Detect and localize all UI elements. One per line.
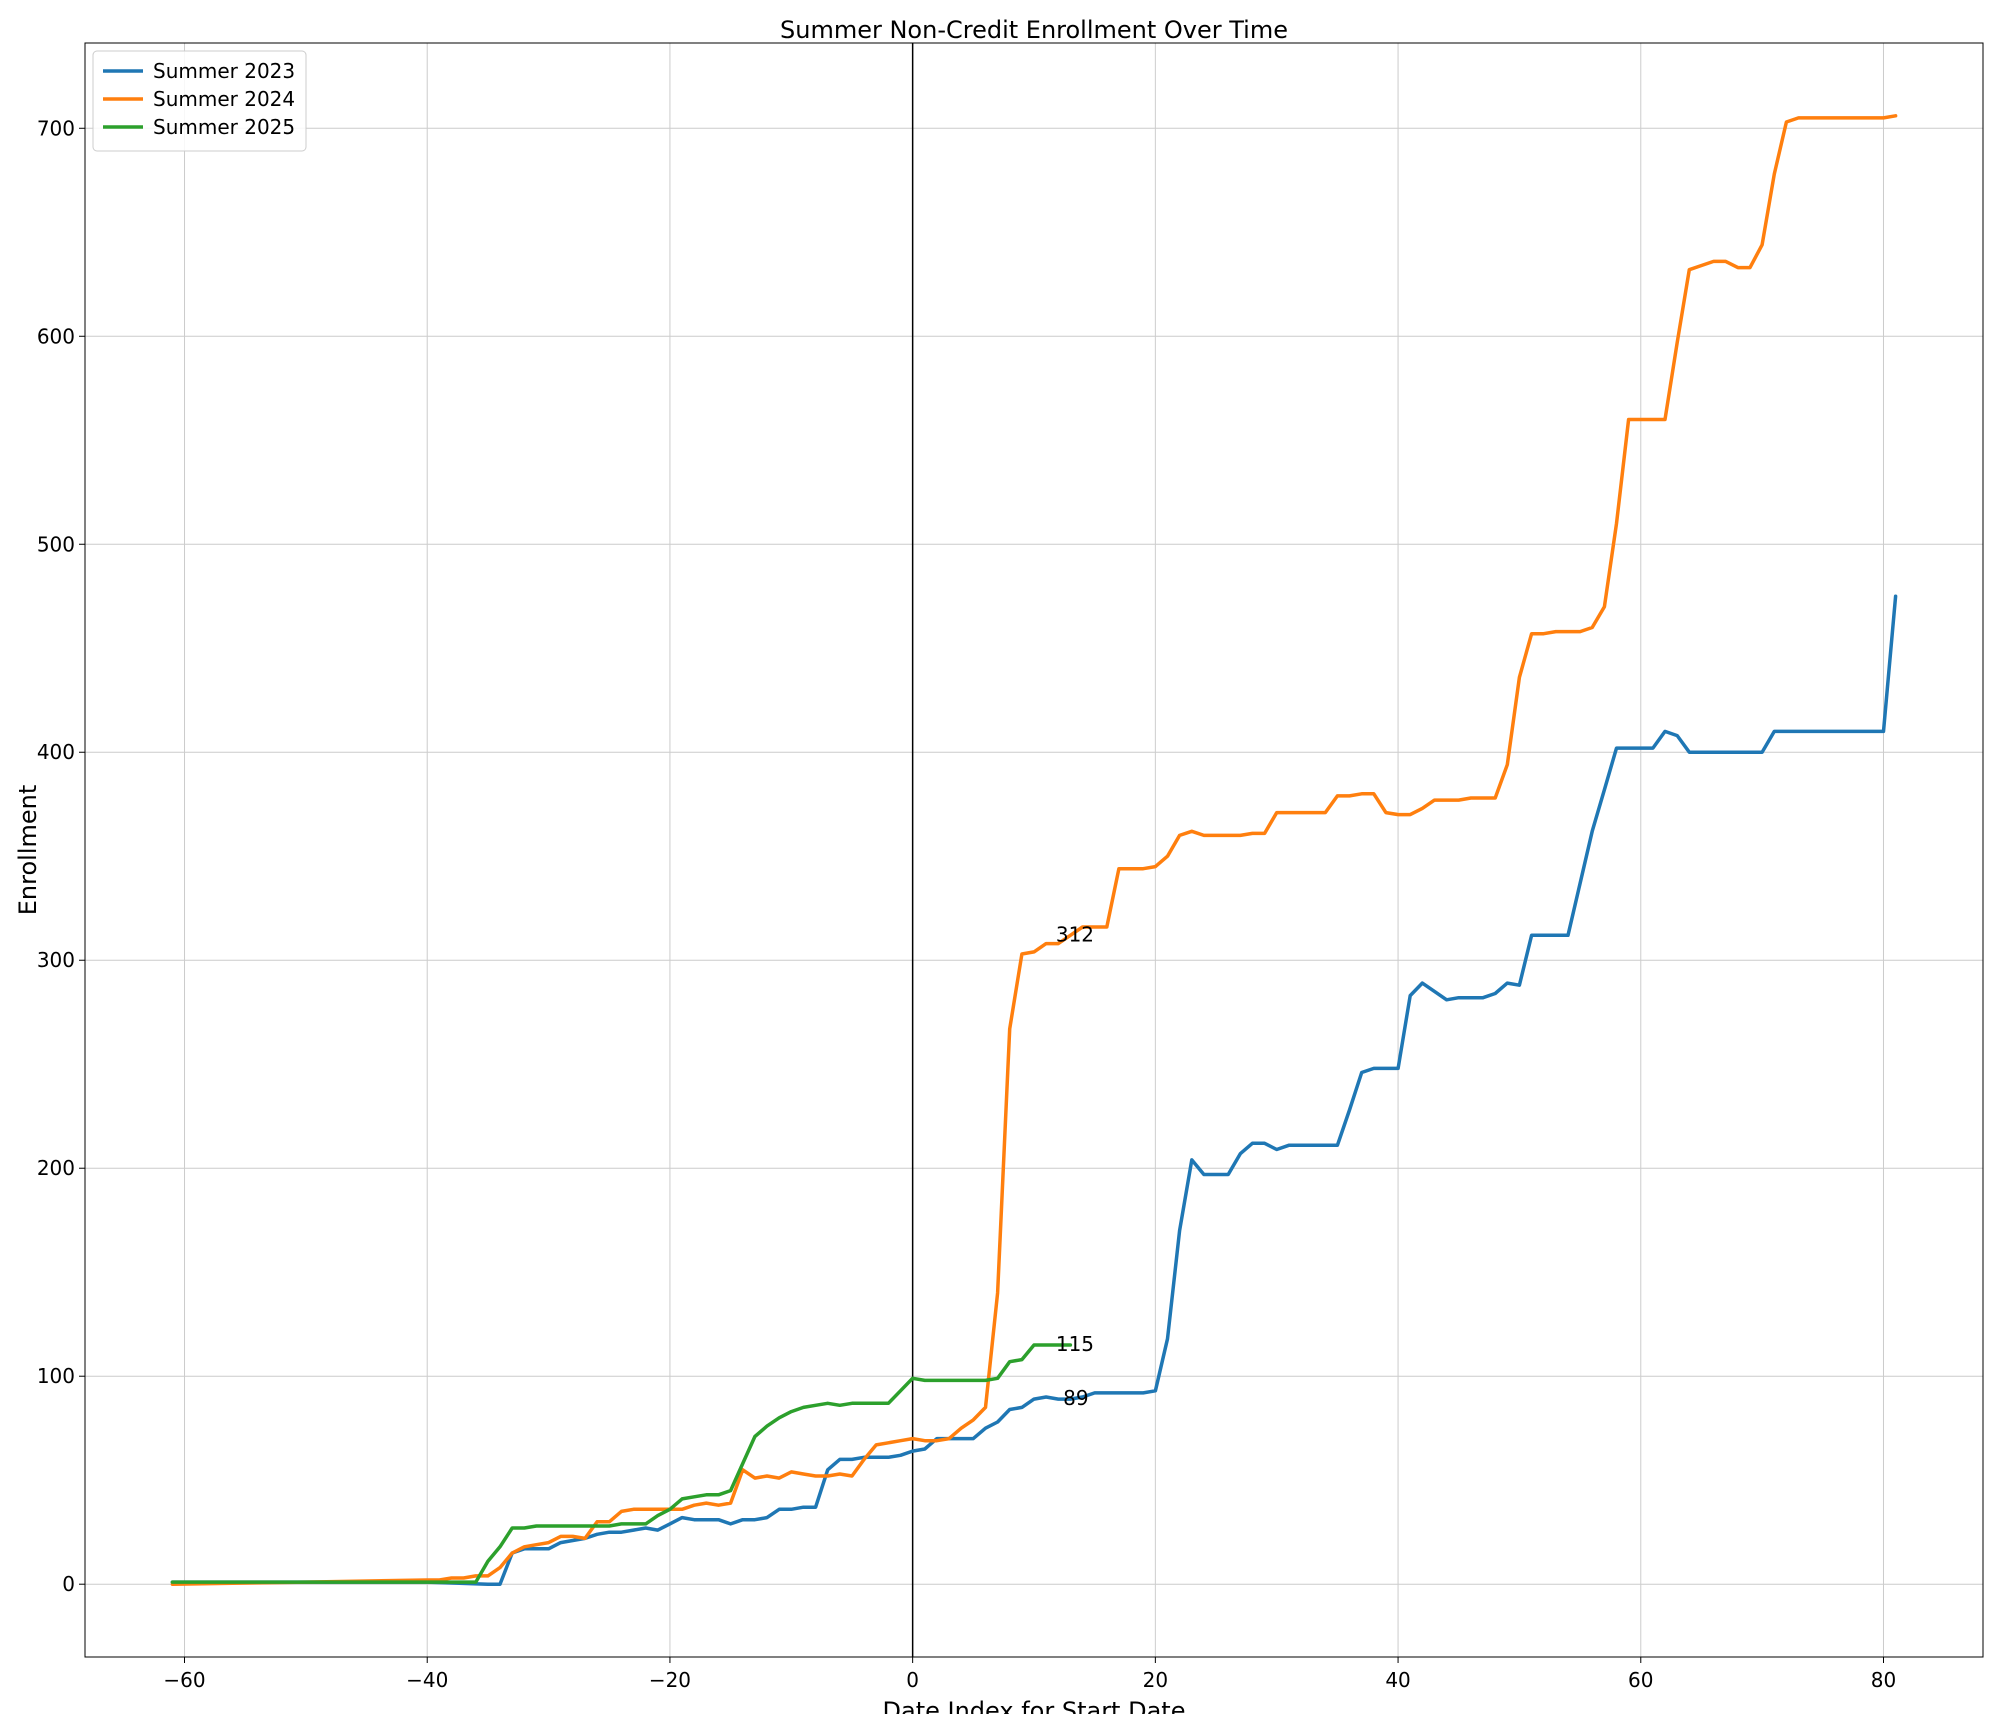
x-tick-label: 0	[906, 1668, 919, 1692]
grid-lines	[85, 43, 1983, 1657]
y-tick-label: 300	[37, 948, 75, 972]
x-tick-label: −60	[163, 1668, 205, 1692]
legend-label-summer-2024: Summer 2024	[153, 87, 295, 111]
chart-title: Summer Non-Credit Enrollment Over Time	[780, 16, 1288, 44]
y-tick-label: 700	[37, 116, 75, 140]
x-axis-label: Date Index for Start Date	[883, 1697, 1186, 1714]
series-line-summer-2023	[170, 594, 1898, 1586]
y-tick-label: 0	[62, 1572, 75, 1596]
legend-box	[92, 50, 307, 152]
legend-label-summer-2023: Summer 2023	[153, 59, 295, 83]
x-tick-label: 20	[1143, 1668, 1168, 1692]
data-annotations: 312 115 89	[1056, 922, 1094, 1410]
y-tick-label: 400	[37, 740, 75, 764]
x-tick-label: 80	[1871, 1668, 1896, 1692]
x-axis-ticks: −60 −40 −20 0 20 40 60 80	[163, 1657, 1896, 1692]
legend: Summer 2023 Summer 2024 Summer 2025	[92, 50, 307, 152]
y-tick-label: 200	[37, 1156, 75, 1180]
series-line-summer-2025	[170, 1343, 1073, 1584]
plot-frame	[84, 42, 1984, 1658]
x-tick-label: 60	[1628, 1668, 1653, 1692]
legend-label-summer-2025: Summer 2025	[153, 115, 295, 139]
x-tick-label: −20	[649, 1668, 691, 1692]
y-tick-label: 500	[37, 532, 75, 556]
annotation-label: 312	[1056, 922, 1094, 946]
y-tick-label: 600	[37, 324, 75, 348]
x-tick-label: −40	[406, 1668, 448, 1692]
series-lines	[170, 114, 1898, 1586]
annotation-label: 89	[1063, 1386, 1088, 1410]
y-axis-label: Enrollment	[14, 785, 42, 916]
series-line-summer-2024	[170, 114, 1898, 1586]
y-axis-ticks: 0 100 200 300 400 500 600 700	[37, 116, 85, 1596]
x-tick-label: 40	[1385, 1668, 1410, 1692]
y-tick-label: 100	[37, 1364, 75, 1388]
annotation-label: 115	[1056, 1332, 1094, 1356]
